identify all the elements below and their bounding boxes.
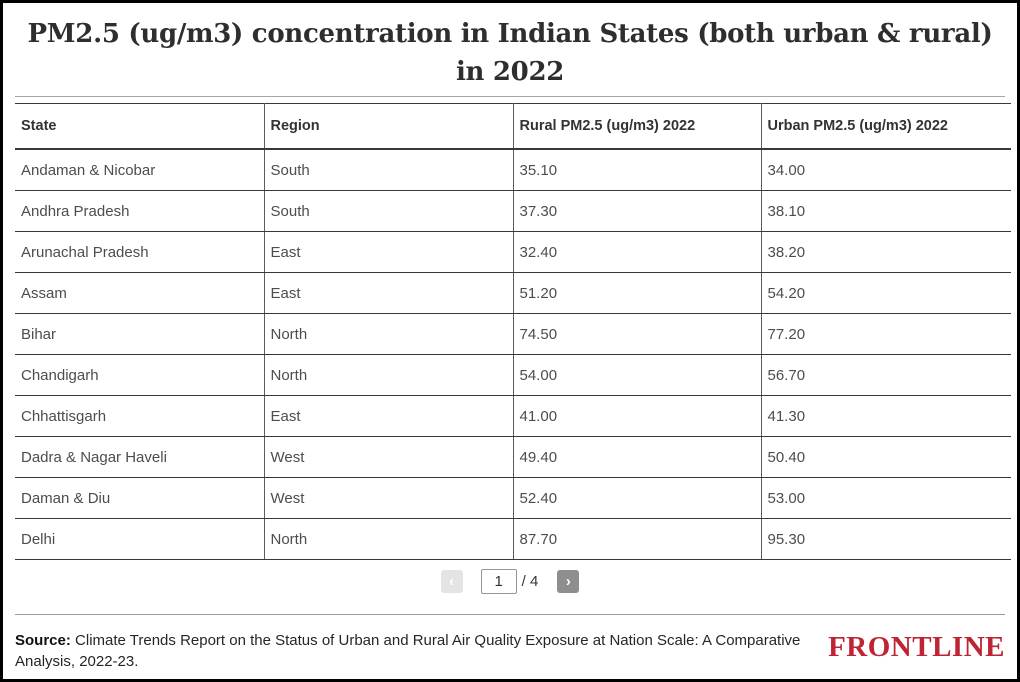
table-row: Andhra Pradesh South 37.30 38.10 xyxy=(15,190,1011,232)
prev-page-button[interactable]: ‹ xyxy=(440,570,463,593)
table-row: Assam East 51.20 54.20 xyxy=(15,272,1011,314)
page-title-line1: PM2.5 (ug/m3) concentration in Indian St… xyxy=(27,19,993,49)
table-cell: 87.70 xyxy=(512,518,761,560)
table-cell: Daman & Diu xyxy=(15,477,264,519)
table-cell: 37.30 xyxy=(512,190,761,232)
table-cell: West xyxy=(263,477,513,519)
table-cell: Andaman & Nicobar xyxy=(15,149,264,191)
table-embed: PM2.5 (ug/m3) concentration in Indian St… xyxy=(3,15,1017,672)
table-cell: 38.10 xyxy=(760,190,1011,232)
table-cell: 95.30 xyxy=(760,518,1011,560)
chevron-left-icon: ‹ xyxy=(449,573,455,590)
page-total-label: / 4 xyxy=(521,573,539,590)
table-cell: 52.40 xyxy=(512,477,761,519)
footer: Source: Climate Trends Report on the Sta… xyxy=(3,615,1017,672)
pagination: ‹ / 4 › xyxy=(3,568,1017,595)
table-cell: 53.00 xyxy=(760,477,1011,519)
footer-divider xyxy=(15,614,1005,615)
table-row: Andaman & Nicobar South 35.10 34.00 xyxy=(15,149,1011,191)
column-header-region: Region xyxy=(263,103,513,150)
table-cell: 32.40 xyxy=(512,231,761,273)
table-cell: 54.00 xyxy=(512,354,761,396)
table-cell: 77.20 xyxy=(760,313,1011,355)
table-row: Bihar North 74.50 77.20 xyxy=(15,313,1011,355)
table-cell: Bihar xyxy=(15,313,264,355)
table-cell: 41.00 xyxy=(512,395,761,437)
source-text: Climate Trends Report on the Status of U… xyxy=(15,632,801,670)
table-cell: South xyxy=(263,149,513,191)
table-cell: 54.20 xyxy=(760,272,1011,314)
table-cell: Andhra Pradesh xyxy=(15,190,264,232)
table-cell: North xyxy=(263,313,513,355)
table-row: Dadra & Nagar Haveli West 49.40 50.40 xyxy=(15,436,1011,478)
table-cell: Arunachal Pradesh xyxy=(15,231,264,273)
table-cell: West xyxy=(263,436,513,478)
title-divider xyxy=(15,96,1005,97)
table-cell: 41.30 xyxy=(760,395,1011,437)
column-header-state: State xyxy=(15,103,264,150)
table-header-row: State Region Rural PM2.5 (ug/m3) 2022 Ur… xyxy=(15,103,1011,150)
table-row: Daman & Diu West 52.40 53.00 xyxy=(15,477,1011,519)
table-cell: Chandigarh xyxy=(15,354,264,396)
table-cell: 56.70 xyxy=(760,354,1011,396)
table-cell: 35.10 xyxy=(512,149,761,191)
table-row: Arunachal Pradesh East 32.40 38.20 xyxy=(15,231,1011,273)
table-cell: 74.50 xyxy=(512,313,761,355)
column-header-urban-pm25: Urban PM2.5 (ug/m3) 2022 xyxy=(760,103,1011,150)
table-row: Delhi North 87.70 95.30 xyxy=(15,518,1011,560)
table-cell: East xyxy=(263,272,513,314)
table-row: Chandigarh North 54.00 56.70 xyxy=(15,354,1011,396)
table-cell: North xyxy=(263,518,513,560)
frontline-logo: FRONTLINE xyxy=(828,631,1005,663)
page-number-input[interactable] xyxy=(480,569,517,594)
table-cell: 51.20 xyxy=(512,272,761,314)
table-cell: 38.20 xyxy=(760,231,1011,273)
table-cell: Delhi xyxy=(15,518,264,560)
page-title: PM2.5 (ug/m3) concentration in Indian St… xyxy=(13,15,1007,91)
table-cell: East xyxy=(263,395,513,437)
table-cell: 34.00 xyxy=(760,149,1011,191)
page-title-line2: in 2022 xyxy=(455,57,565,87)
column-header-rural-pm25: Rural PM2.5 (ug/m3) 2022 xyxy=(512,103,761,150)
table-cell: Dadra & Nagar Haveli xyxy=(15,436,264,478)
table-cell: 49.40 xyxy=(512,436,761,478)
chevron-right-icon: › xyxy=(565,573,571,590)
table-cell: Chhattisgarh xyxy=(15,395,264,437)
table-body: Andaman & Nicobar South 35.10 34.00 Andhra P… xyxy=(15,149,1011,560)
table-cell: South xyxy=(263,190,513,232)
table-cell: East xyxy=(263,231,513,273)
table-row: Chhattisgarh East 41.00 41.30 xyxy=(15,395,1011,437)
next-page-button[interactable]: › xyxy=(557,570,580,593)
table-cell: 50.40 xyxy=(760,436,1011,478)
source-note: Source: Climate Trends Report on the Sta… xyxy=(15,630,820,672)
data-table: State Region Rural PM2.5 (ug/m3) 2022 Ur… xyxy=(15,103,1011,560)
table-cell: Assam xyxy=(15,272,264,314)
table-cell: North xyxy=(263,354,513,396)
source-label: Source: xyxy=(15,632,71,649)
